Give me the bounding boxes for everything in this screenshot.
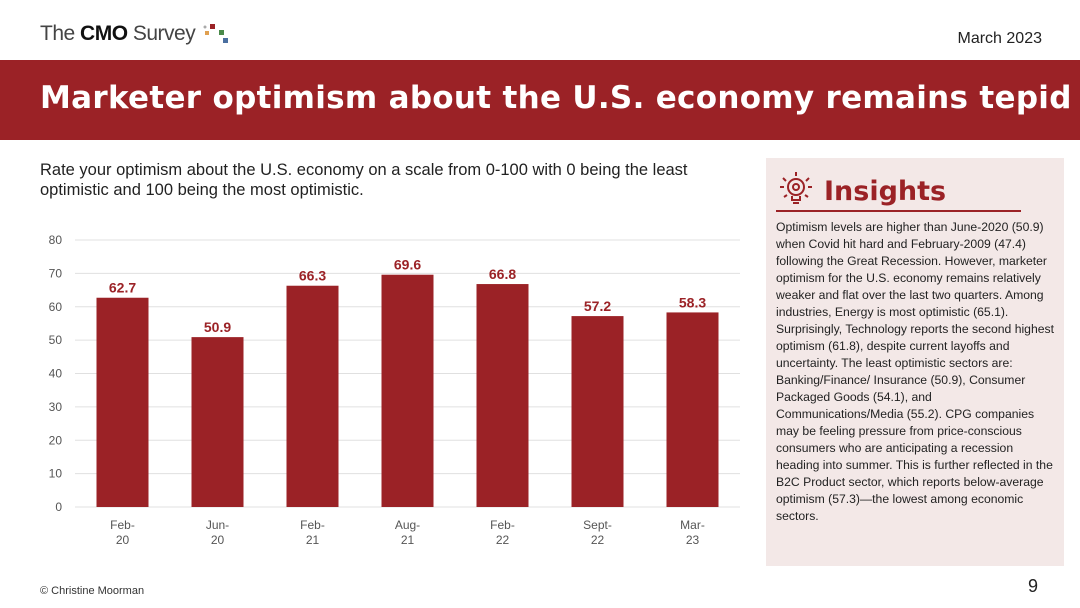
insights-title: Insights (824, 176, 947, 207)
bar (286, 285, 339, 507)
x-tick-label: 21 (401, 533, 415, 547)
data-label: 66.8 (489, 266, 516, 282)
insights-panel: Insights Optimism levels are higher than… (766, 158, 1064, 566)
y-tick-label: 50 (49, 333, 63, 347)
bar (381, 274, 434, 507)
y-tick-label: 20 (49, 433, 63, 447)
insights-text: Optimism levels are higher than June-202… (776, 220, 1054, 523)
data-label: 58.3 (679, 294, 706, 310)
title-banner: Marketer optimism about the U.S. economy… (0, 60, 1080, 140)
logo-dots-icon (203, 24, 228, 43)
y-tick-label: 10 (49, 467, 63, 481)
x-tick-label: Feb- (300, 518, 325, 532)
page-title: Marketer optimism about the U.S. economy… (40, 80, 1072, 116)
x-tick-label: Feb- (490, 518, 515, 532)
bar (191, 337, 244, 507)
bar (476, 284, 529, 507)
x-tick-label: 23 (686, 533, 700, 547)
survey-question: Rate your optimism about the U.S. econom… (40, 161, 688, 199)
x-tick-label: Aug- (395, 518, 420, 532)
x-tick-label: Jun- (206, 518, 229, 532)
y-tick-label: 80 (49, 233, 63, 247)
y-tick-label: 60 (49, 300, 63, 314)
bar (571, 316, 624, 507)
page-number: 9 (1027, 576, 1038, 596)
x-tick-label: 20 (116, 533, 130, 547)
x-tick-label: 21 (306, 533, 320, 547)
x-tick-label: Sept- (583, 518, 612, 532)
data-label: 50.9 (204, 319, 231, 335)
lightbulb-icon (780, 172, 812, 204)
y-tick-label: 30 (49, 400, 63, 414)
bar-chart: 0102030405060708062.7Feb-2050.9Jun-2066.… (49, 233, 740, 547)
data-label: 69.6 (394, 257, 421, 273)
data-label: 57.2 (584, 298, 611, 314)
data-label: 66.3 (299, 268, 326, 284)
x-tick-label: 20 (211, 533, 225, 547)
report-date: March 2023 (957, 30, 1043, 47)
data-label: 62.7 (109, 280, 136, 296)
bar (666, 312, 719, 507)
x-tick-label: 22 (591, 533, 605, 547)
y-tick-label: 0 (55, 500, 62, 514)
cmo-survey-logo: The CMO Survey (40, 22, 228, 46)
bar (96, 297, 149, 507)
x-tick-label: Feb- (110, 518, 135, 532)
y-tick-label: 70 (49, 266, 63, 280)
y-tick-label: 40 (49, 367, 63, 381)
x-tick-label: 22 (496, 533, 510, 547)
x-tick-label: Mar- (680, 518, 705, 532)
insights-header: Insights (776, 168, 1021, 212)
copyright: © Christine Moorman (40, 585, 145, 597)
